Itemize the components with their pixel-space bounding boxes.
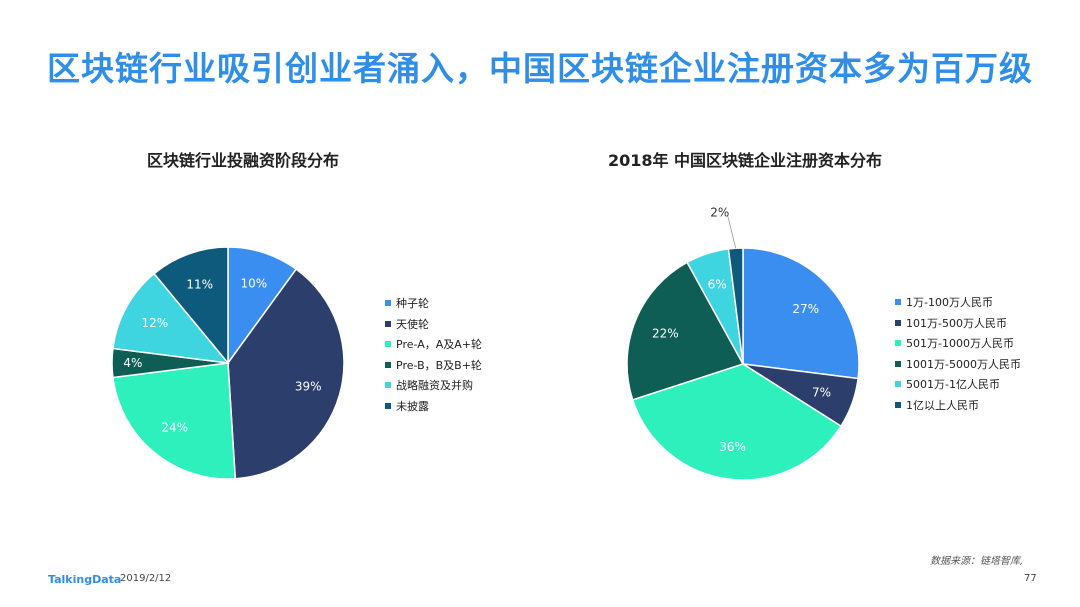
legend-registered-capital: 1万-100万人民币 101万-500万人民币 501万-1000万人民币 1001万… — [895, 292, 1021, 415]
capital-legend-swatch-2 — [895, 340, 901, 347]
capital-slice-0 — [742, 247, 860, 380]
capital-leader-line-5 — [727, 216, 737, 249]
brand-logo-text: TalkingData — [48, 573, 122, 586]
capital-legend-label-0: 1万-100万人民币 — [906, 296, 993, 310]
capital-legend-swatch-5 — [895, 401, 901, 408]
capital-slice-3 — [626, 261, 745, 401]
funding-legend-label-3: Pre-B，B及B+轮 — [396, 358, 482, 372]
funding-data-label-5: 11% — [186, 277, 213, 291]
page-number: 77 — [1024, 573, 1037, 584]
funding-legend-item-0: 种子轮 — [385, 293, 482, 314]
data-source-note: 数据来源：链塔智库, — [930, 556, 1024, 567]
capital-legend-swatch-4 — [895, 381, 901, 388]
funding-slice-4 — [112, 272, 230, 364]
capital-legend-item-1: 101万-500万人民币 — [895, 313, 1021, 334]
footer-date: 2019/2/12 — [120, 573, 172, 584]
funding-data-label-2: 24% — [161, 420, 188, 434]
capital-legend-label-2: 501万-1000万人民币 — [906, 337, 1014, 351]
funding-data-label-4: 12% — [141, 316, 168, 330]
funding-legend-label-0: 种子轮 — [396, 297, 429, 311]
funding-slice-5 — [153, 246, 229, 366]
capital-legend-swatch-3 — [895, 360, 901, 367]
capital-data-label-2: 36% — [719, 440, 746, 454]
funding-legend-label-5: 未披露 — [396, 399, 429, 413]
funding-slice-0 — [227, 246, 298, 366]
funding-legend-item-3: Pre-B，B及B+轮 — [385, 355, 482, 376]
funding-legend-item-2: Pre-A，A及A+轮 — [385, 334, 482, 355]
capital-data-label-1: 7% — [812, 385, 831, 399]
funding-legend-item-5: 未披露 — [385, 396, 482, 417]
capital-legend-item-4: 5001万-1亿人民币 — [895, 374, 1021, 395]
capital-data-label-3: 22% — [652, 326, 679, 340]
chart-title-registered-capital: 2018年 中国区块链企业注册资本分布 — [607, 151, 883, 170]
capital-legend-item-5: 1亿以上人民币 — [895, 395, 1021, 416]
legend-funding-stage: 种子轮天使轮 Pre-A，A及A+轮 Pre-B，B及B+轮 战略融资及并购 未披露 — [385, 293, 482, 416]
capital-legend-item-0: 1万-100万人民币 — [895, 292, 1021, 313]
capital-legend-item-2: 501万-1000万人民币 — [895, 333, 1021, 354]
funding-data-label-3: 4% — [123, 356, 142, 370]
funding-slice-1 — [227, 268, 345, 480]
capital-data-label-5: 2% — [710, 205, 729, 219]
funding-legend-swatch-1 — [385, 320, 391, 327]
funding-slice-2 — [112, 362, 237, 480]
funding-legend-swatch-4 — [385, 382, 391, 389]
capital-data-label-0: 27% — [792, 302, 819, 316]
funding-data-label-0: 10% — [240, 277, 267, 291]
capital-legend-label-4: 5001万-1亿人民币 — [906, 378, 1000, 392]
capital-legend-label-1: 101万-500万人民币 — [906, 316, 1007, 330]
capital-legend-swatch-0 — [895, 299, 901, 306]
funding-legend-swatch-2 — [385, 341, 391, 348]
funding-legend-item-1: 天使轮 — [385, 314, 482, 335]
capital-legend-swatch-1 — [895, 319, 901, 326]
funding-legend-swatch-0 — [385, 300, 391, 307]
capital-data-label-4: 6% — [708, 278, 727, 292]
page-title: 区块链行业吸引创业者涌入，中国区块链企业注册资本多为百万级 — [47, 49, 1033, 88]
capital-legend-item-3: 1001万-5000万人民币 — [895, 354, 1021, 375]
funding-legend-item-4: 战略融资及并购 — [385, 375, 482, 396]
funding-legend-label-4: 战略融资及并购 — [396, 379, 473, 393]
funding-legend-swatch-5 — [385, 402, 391, 409]
capital-slice-2 — [631, 363, 842, 481]
capital-legend-label-5: 1亿以上人民币 — [906, 398, 979, 412]
chart-title-funding-stage: 区块链行业投融资阶段分布 — [146, 151, 339, 170]
funding-data-label-1: 39% — [295, 379, 322, 393]
capital-legend-label-3: 1001万-5000万人民币 — [906, 357, 1021, 371]
funding-legend-label-2: Pre-A，A及A+轮 — [396, 338, 483, 352]
capital-slice-5 — [727, 247, 744, 365]
funding-legend-label-1: 天使轮 — [396, 317, 429, 331]
funding-legend-swatch-3 — [385, 361, 391, 368]
